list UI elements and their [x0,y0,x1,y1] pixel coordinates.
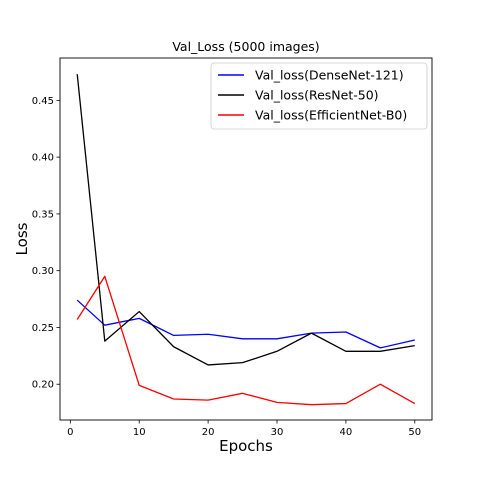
y-tick-label: 0.45 [32,96,54,107]
legend-label-2: Val_loss(ResNet-50) [255,88,379,103]
x-tick-label: 10 [133,427,146,438]
series-line-2 [76,74,415,366]
series-lines [76,74,416,406]
x-tick-label: 30 [271,427,284,438]
y-tick-label: 0.35 [32,209,54,220]
y-axis-label: Loss [13,222,31,255]
y-tick-label: 0.30 [32,266,54,277]
x-tick-label: 40 [340,427,353,438]
y-tick-label: 0.20 [32,380,54,391]
x-axis-label: Epochs [219,437,273,455]
y-tick-label: 0.25 [32,323,54,334]
y-tick-label: 0.40 [32,153,54,164]
chart-title: Val_Loss (5000 images) [172,39,319,54]
legend-box [210,62,428,130]
series-line-3 [76,275,416,406]
legend-label-1: Val_loss(DenseNet-121) [255,68,404,83]
x-tick-label: 20 [202,427,215,438]
x-tick-label: 0 [67,427,73,438]
legend: Val_loss(DenseNet-121) Val_loss(ResNet-50… [210,62,428,130]
axis-ticks: 0 10 20 30 40 50 0.20 0.25 0.30 0.35 0.40 0.45 [32,96,421,438]
x-tick-label: 50 [408,427,421,438]
plot-frame [59,57,433,421]
legend-label-3: Val_loss(EfficientNet-B0) [255,108,407,123]
